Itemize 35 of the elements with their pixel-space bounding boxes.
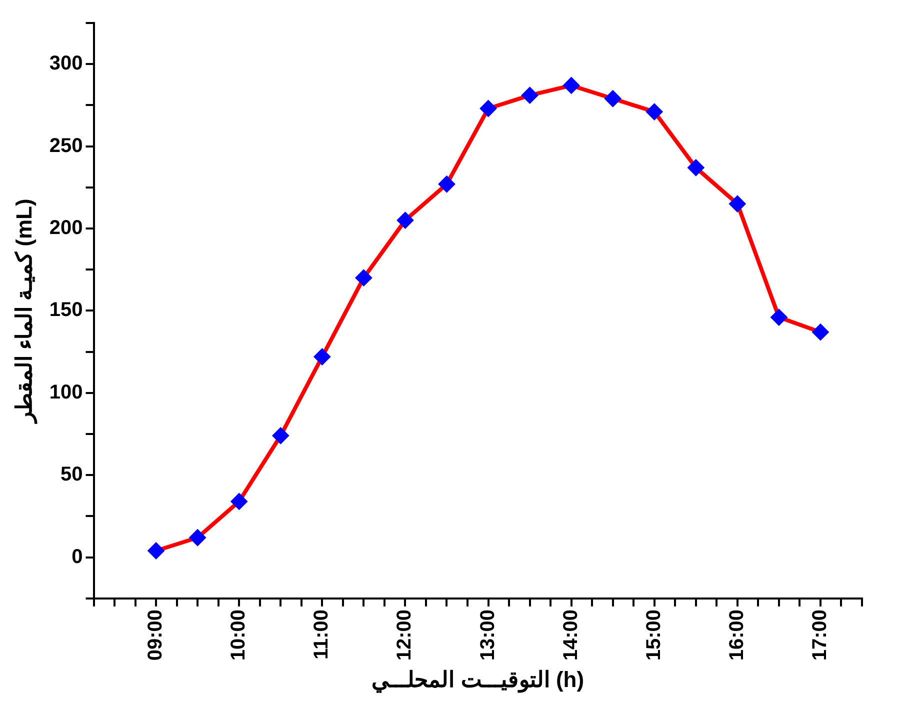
point [148, 542, 165, 560]
x-tick-label: 14:00 [560, 609, 582, 661]
point [770, 308, 788, 326]
y-tick-label: 50 [60, 464, 83, 486]
point [230, 492, 248, 510]
point [687, 159, 704, 176]
point [189, 529, 206, 546]
y-tick-label: 300 [49, 52, 83, 75]
point [314, 348, 331, 366]
y-tick-label: 150 [49, 299, 83, 322]
point [272, 427, 290, 444]
y-tick-label: 100 [49, 381, 83, 404]
x-tick-label: 11:00 [310, 609, 333, 660]
x-tick-label: 13:00 [476, 609, 499, 661]
y-tick-label: 0 [72, 546, 83, 568]
y-axis-title: كميـة الماء المقطر (mL) [11, 198, 38, 425]
x-tick-label: 09:00 [144, 609, 167, 661]
point [521, 86, 538, 104]
x-axis-title: التوقيـــت المحلـــي (h) [372, 666, 584, 693]
y-tick-label: 200 [49, 217, 83, 240]
x-tick-label: 12:00 [394, 609, 416, 661]
point [728, 195, 746, 212]
x-tick-label: 16:00 [726, 609, 748, 661]
point [355, 269, 372, 286]
point [480, 100, 497, 117]
x-tick-label: 17:00 [808, 609, 831, 661]
point [396, 212, 414, 229]
point [438, 176, 456, 193]
point [562, 76, 580, 94]
point [812, 324, 829, 341]
x-tick-label: 15:00 [642, 609, 665, 661]
y-tick-label: 250 [49, 134, 83, 157]
x-tick-label: 10:00 [228, 609, 250, 661]
point [646, 103, 663, 120]
point [604, 90, 622, 108]
